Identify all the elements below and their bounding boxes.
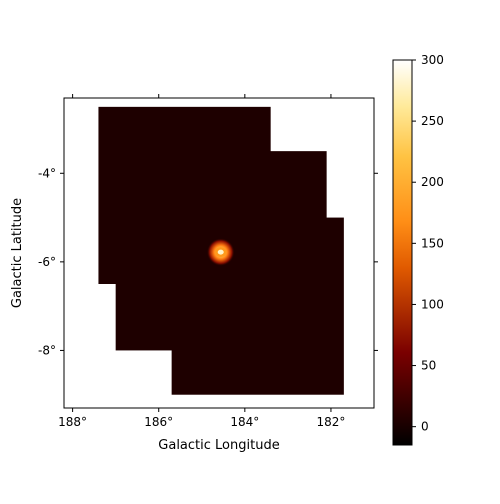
x-axis-label: Galactic Longitude	[158, 438, 279, 453]
x-tick-label: 186°	[144, 415, 173, 429]
colorbar-tick-label: 250	[421, 114, 444, 128]
y-tick-label: -6°	[38, 255, 56, 269]
colorbar-tick-label: 100	[421, 297, 444, 311]
source-peak	[217, 249, 224, 255]
coverage-region-2	[171, 217, 344, 395]
colorbar-tick-label: 300	[421, 53, 444, 67]
colorbar-tick-label: 200	[421, 175, 444, 189]
y-tick-label: -4°	[38, 166, 56, 180]
colorbar-tick-label: 150	[421, 236, 444, 250]
plot-frame	[63, 97, 375, 409]
y-tick-label: -8°	[38, 343, 56, 357]
x-axis-ticks: 188° 186° 184° 182°	[58, 94, 345, 429]
colorbar-ticks: 0 50 100 150 200 250 300	[412, 53, 444, 434]
y-axis-label: Galactic Latitude	[10, 198, 25, 308]
x-tick-label: 188°	[58, 415, 87, 429]
colorbar	[392, 59, 413, 446]
colorbar-tick-label: 50	[421, 359, 436, 373]
colorbar-tick-label: 0	[421, 420, 429, 434]
y-axis-ticks: -4° -6° -8°	[38, 166, 378, 357]
x-tick-label: 184°	[230, 415, 259, 429]
heatmap-image	[98, 106, 344, 395]
x-tick-label: 182°	[316, 415, 345, 429]
